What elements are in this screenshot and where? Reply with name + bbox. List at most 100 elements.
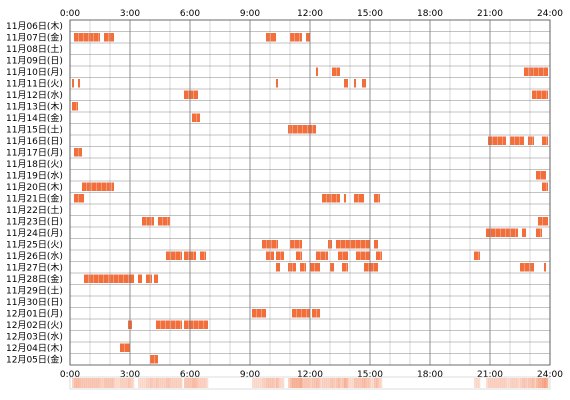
bar-stripe [326, 194, 327, 203]
summary-cell [126, 378, 129, 388]
activity-bar [306, 33, 310, 42]
summary-cell [496, 378, 499, 388]
bar-stripe [325, 251, 326, 260]
summary-cell [166, 378, 169, 388]
summary-cell [198, 378, 201, 388]
activity-bar [296, 251, 302, 260]
bar-stripe [128, 274, 129, 283]
activity-bar [474, 251, 480, 260]
bar-stripe [146, 217, 147, 226]
activity-bar [266, 33, 276, 42]
summary-cell [84, 378, 87, 388]
summary-cell [176, 378, 179, 388]
x-tick-label-top: 18:00 [417, 9, 443, 19]
bar-stripe [510, 228, 511, 237]
bar-stripe [98, 33, 99, 42]
activity-bar [542, 136, 548, 145]
summary-cell [266, 378, 269, 388]
bar-stripe [514, 136, 515, 145]
bar-stripe [193, 251, 194, 260]
summary-cell [120, 378, 123, 388]
bar-stripe [108, 274, 109, 283]
row-labels: 11月06日(木)11月07日(金)11月08日(土)11月09日(日)11月1… [6, 20, 63, 366]
activity-bar [536, 228, 542, 237]
bar-stripe [495, 228, 496, 237]
bar-stripe [266, 240, 267, 249]
activity-bar [310, 263, 320, 272]
summary-cell [184, 378, 187, 388]
bar-stripe [162, 217, 163, 226]
summary-cell [132, 378, 135, 388]
bar-stripe [336, 67, 337, 76]
summary-cell [78, 378, 81, 388]
bar-stripe [188, 320, 189, 329]
x-tick-label-top: 15:00 [357, 9, 383, 19]
summary-cell [360, 378, 363, 388]
bar-stripe [502, 136, 503, 145]
bar-stripe [478, 251, 479, 260]
x-tick-label-bottom: 24:00 [537, 370, 563, 380]
summary-cell [294, 378, 297, 388]
bar-stripe [151, 217, 152, 226]
summary-cell [364, 378, 367, 388]
summary-cell [514, 378, 517, 388]
bar-stripe [93, 274, 94, 283]
summary-cell [96, 378, 99, 388]
activity-bar [252, 309, 266, 318]
bar-stripe [193, 90, 194, 99]
bar-stripe [302, 125, 303, 134]
activity-bar [374, 240, 378, 249]
activity-bar [138, 274, 142, 283]
bar-stripe [188, 90, 189, 99]
summary-cell [112, 378, 115, 388]
bar-stripe [98, 274, 99, 283]
summary-cell [140, 378, 143, 388]
summary-cell [190, 378, 193, 388]
activity-bar [330, 263, 334, 272]
summary-cell [516, 378, 519, 388]
activity-bar [78, 79, 80, 88]
x-tick-label-bottom: 9:00 [240, 370, 260, 380]
bar-stripe [540, 171, 541, 180]
summary-cell [510, 378, 513, 388]
bar-stripe [270, 33, 271, 42]
row-label: 11月09日(日) [6, 56, 63, 67]
x-tick-label-top: 6:00 [180, 9, 200, 19]
row-label: 12月02日(火) [6, 320, 63, 331]
summary-cell [536, 378, 539, 388]
activity-bar [184, 320, 208, 329]
row-label: 11月14日(金) [6, 112, 63, 124]
summary-cell [526, 378, 529, 388]
bar-stripe [276, 240, 277, 249]
bar-stripe [175, 251, 176, 260]
summary-cell [304, 378, 307, 388]
summary-cell [106, 378, 109, 388]
summary-cell [314, 378, 317, 388]
summary-cell [188, 378, 191, 388]
summary-cell [156, 378, 159, 388]
bar-stripe [340, 240, 341, 249]
bar-stripe [346, 263, 347, 272]
bar-stripe [505, 228, 506, 237]
bar-stripe [301, 309, 302, 318]
activity-bar [486, 228, 518, 237]
summary-cell [94, 378, 97, 388]
bar-stripe [365, 251, 366, 260]
summary-cell [508, 378, 511, 388]
activity-bar [276, 263, 280, 272]
bar-stripe [198, 320, 199, 329]
summary-cell [80, 378, 83, 388]
summary-cell [164, 378, 167, 388]
bar-stripe [536, 90, 537, 99]
row-label: 11月28日(金) [6, 273, 63, 285]
activity-bar [120, 343, 130, 352]
activity-bar [290, 240, 302, 249]
x-tick-label-bottom: 15:00 [357, 370, 383, 380]
x-tick-label-bottom: 21:00 [477, 370, 503, 380]
bar-stripe [358, 194, 359, 203]
bar-stripe [294, 33, 295, 42]
plot-frame [69, 19, 551, 366]
summary-cell [92, 378, 95, 388]
summary-cell [194, 378, 197, 388]
